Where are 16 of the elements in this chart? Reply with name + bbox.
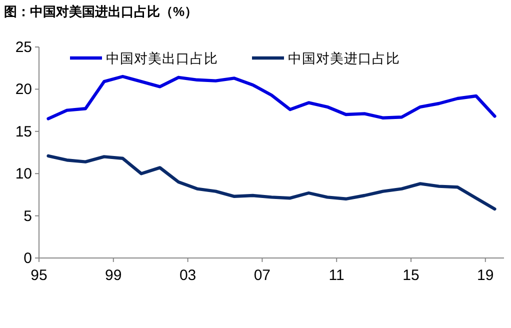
y-tick-label: 15 [15,123,32,140]
x-tick-label: 99 [105,267,122,284]
chart-title: 图：中国对美国进出口占比（%） [4,4,198,19]
y-tick-label: 0 [24,250,32,267]
x-tick-label: 19 [477,267,494,284]
y-tick-label: 25 [15,39,32,56]
x-tick-label: 95 [30,267,48,284]
y-tick-label: 20 [15,81,32,98]
x-tick-label: 15 [402,267,420,284]
legend-label: 中国对美出口占比 [106,51,218,67]
legend-label: 中国对美进口占比 [288,51,400,67]
y-tick-label: 10 [15,166,32,183]
y-tick-label: 5 [24,208,32,225]
x-tick-label: 11 [328,267,344,284]
x-tick-label: 03 [179,267,196,284]
x-tick-label: 07 [254,267,271,284]
